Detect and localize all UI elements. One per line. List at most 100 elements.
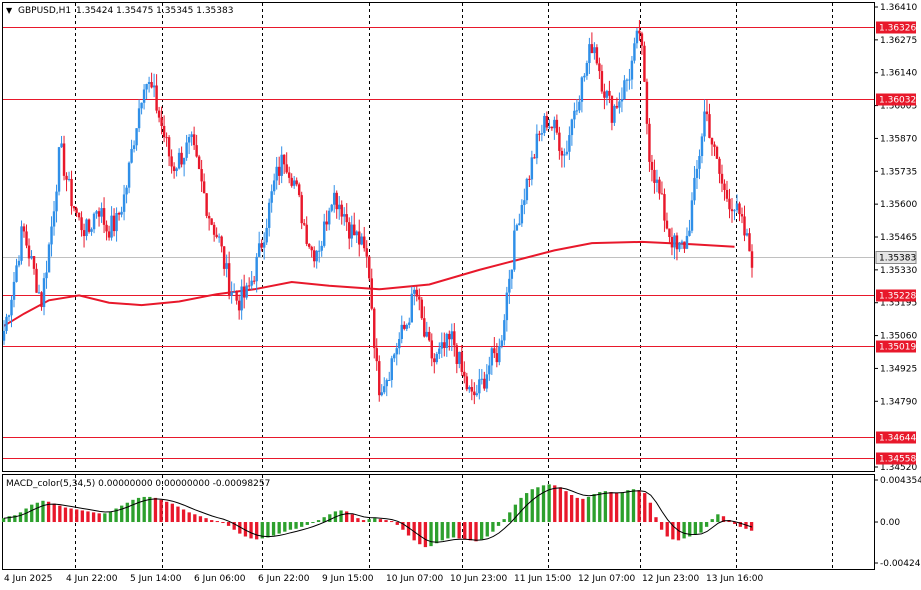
candle-body <box>550 126 554 129</box>
candle-body <box>475 393 479 396</box>
macd-bar <box>390 521 394 523</box>
macd-bar <box>569 494 574 523</box>
candle-body <box>640 33 644 46</box>
candle-body <box>663 194 666 221</box>
macd-bar <box>339 510 343 523</box>
candle-body <box>653 169 656 183</box>
candle-body <box>503 320 506 341</box>
macd-bar <box>671 522 675 540</box>
candle-body <box>410 293 413 323</box>
x-tick-label: 10 Jun 07:00 <box>386 574 443 584</box>
candle-body <box>508 278 511 293</box>
macd-bar <box>7 516 11 523</box>
candle-body <box>570 119 574 136</box>
candle-body <box>212 224 216 235</box>
candle-body <box>80 217 83 231</box>
macd-bar <box>120 505 124 523</box>
candle-body <box>335 192 338 210</box>
macd-tick-label: -0.0042470 <box>880 559 921 569</box>
candle-body <box>75 208 78 213</box>
candle-body <box>92 213 96 230</box>
candle-body <box>408 322 411 325</box>
macd-bar <box>249 522 253 539</box>
candle-body <box>558 132 561 151</box>
level-tag-bg <box>876 452 916 465</box>
candle-body <box>260 243 263 248</box>
macd-bar <box>114 508 118 523</box>
candle-body <box>150 82 153 88</box>
candle-body <box>358 231 361 245</box>
macd-bar <box>378 519 383 523</box>
candle-body <box>465 376 469 390</box>
candle-body <box>112 215 116 232</box>
candle-body <box>135 128 138 146</box>
candle-body <box>433 358 436 363</box>
candle-body <box>57 147 61 192</box>
candle-body <box>315 250 318 262</box>
candles <box>2 20 754 405</box>
candle-body <box>12 281 16 300</box>
candle-body <box>157 110 161 118</box>
candle-body <box>325 221 328 225</box>
macd-bar <box>536 487 540 523</box>
macd-bar <box>620 492 624 523</box>
dropdown-icon[interactable]: ▼ <box>6 6 13 15</box>
candle-body <box>648 123 651 162</box>
macd-bar <box>468 522 473 541</box>
candle-body <box>247 285 251 287</box>
candle-body <box>95 211 98 214</box>
x-tick-label: 12 Jun 23:00 <box>642 574 699 584</box>
candle-body <box>730 209 734 212</box>
macd-bar <box>255 522 259 540</box>
candle-body <box>600 71 604 92</box>
candle-body <box>105 224 108 232</box>
macd-bar <box>626 490 630 523</box>
candle-body <box>120 211 123 215</box>
y-tick-label: 1.35330 <box>880 266 917 276</box>
candle-body <box>255 256 258 282</box>
candle-body <box>267 202 271 228</box>
candle-body <box>450 331 454 340</box>
candle-body <box>310 246 313 251</box>
candle-body <box>505 292 509 321</box>
candle-body <box>555 119 559 133</box>
macd-bar <box>215 521 219 523</box>
macd-bar <box>316 520 321 523</box>
candle-body <box>115 212 118 232</box>
candle-body <box>590 44 594 54</box>
candle-body <box>478 379 481 394</box>
macd-bar <box>418 522 422 545</box>
macd-bar <box>69 508 73 523</box>
candle-body <box>530 157 534 180</box>
macd-bar <box>693 522 698 535</box>
candle-body <box>443 342 446 348</box>
macd-bar <box>716 514 720 523</box>
candle-body <box>603 91 606 98</box>
candle-body <box>295 180 298 185</box>
candle-body <box>353 224 356 236</box>
candle-body <box>638 30 641 34</box>
candle-body <box>65 175 68 180</box>
macd-bar <box>243 522 248 537</box>
candle-body <box>720 173 724 184</box>
moving-average-line <box>3 240 735 327</box>
candle-body <box>670 236 674 248</box>
y-tick-label: 1.35870 <box>880 134 917 144</box>
candle-body <box>645 81 649 124</box>
candle-body <box>125 187 128 195</box>
x-tick-label: 6 Jun 22:00 <box>258 574 310 584</box>
candle-body <box>535 133 539 159</box>
macd-bar <box>665 522 669 537</box>
candle-body <box>738 203 741 215</box>
candle-body <box>713 144 716 147</box>
candle-body <box>563 154 566 156</box>
vertical-grid <box>75 3 833 569</box>
macd-bar <box>221 522 225 524</box>
candle-body <box>35 268 38 293</box>
candle-body <box>17 260 21 266</box>
candle-body <box>605 90 609 98</box>
candle-body <box>160 117 163 126</box>
candle-body <box>725 189 729 199</box>
candle-body <box>82 230 86 237</box>
